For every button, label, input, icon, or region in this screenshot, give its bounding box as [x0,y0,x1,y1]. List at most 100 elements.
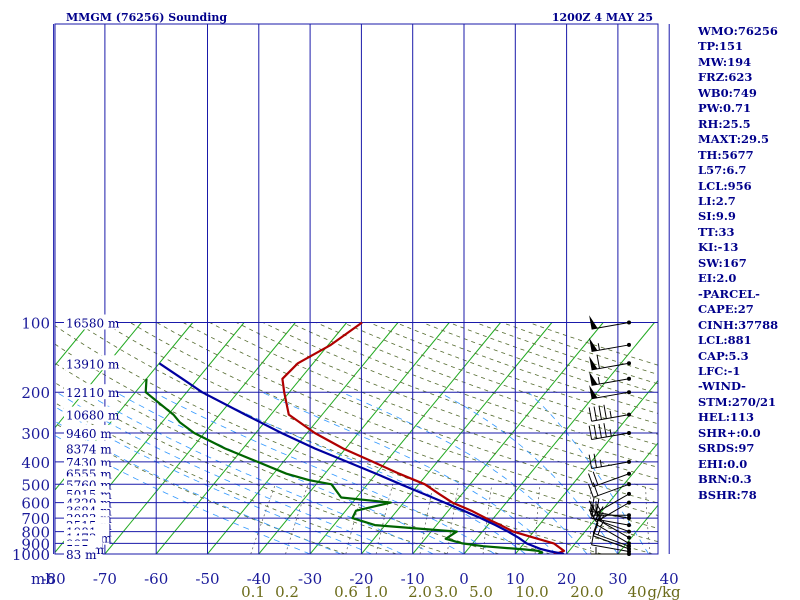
sounding-index-14: KI:-13 [698,240,739,255]
temperature-tick-label: -10 [401,570,425,588]
sounding-index-10: LCL:956 [698,178,752,193]
moist-adiabat-line [83,391,434,554]
isotherm-line [155,322,348,554]
series-line-2 [158,362,565,554]
isotherm-line [412,322,604,554]
sounding-index-12: SI:9.9 [698,209,736,224]
sounding-index-8: TH:5677 [698,147,754,162]
height-label: 83 m [66,548,97,562]
sounding-index-9: L57:6.7 [698,163,747,178]
wind-barb [588,500,631,523]
height-label: 8374 m [66,442,112,456]
sounding-index-20: LCL:881 [698,333,752,348]
wind-barb [588,482,631,498]
temperature-tick-label: 40 [660,570,679,588]
mixing-ratio-label: 0.6 [334,583,358,600]
pressure-tick-label: 600 [21,495,50,513]
mixing-ratio-label: 0.1 [241,583,265,600]
sounding-index-27: SRDS:97 [698,441,755,456]
height-label: 16580 m [66,317,120,331]
sounding-index-2: MW:194 [698,54,752,69]
sounding-index-22: LFC:-1 [698,363,741,378]
pressure-tick-label: 500 [21,476,50,494]
mixing-ratio-label: 2.0 [408,583,432,600]
isotherm-line [104,322,296,554]
height-label: 12110 m [66,386,120,400]
isotherm-line [617,504,658,554]
sounding-index-1: TP:151 [698,39,744,54]
wind-barb [588,423,631,441]
mixing-ratio-line [285,484,309,554]
sounding-index-26: SHR+:0.0 [698,425,761,440]
mixing-ratio-label: 1.0 [364,583,388,600]
sounding-index-13: TT:33 [698,224,735,239]
plot-frame [54,23,659,555]
sounding-index-6: RH:25.5 [698,116,751,131]
temperature-tick-label: -60 [144,570,168,588]
dry-adiabat-line [55,325,602,554]
pressure-tick-label: 1000 [12,546,50,564]
dry-adiabat-line [103,322,658,543]
temperature-tick-label: -80 [42,570,66,588]
mixing-ratio-label: g/kg [647,583,681,600]
temperature-tick-label: -20 [349,570,373,588]
sounding-index-23: -WIND- [698,379,746,394]
mixing-ratio-label: 0.2 [275,583,299,600]
sounding-index-16: EI:2.0 [698,271,737,286]
sounding-index-29: BRN:0.3 [698,472,752,487]
mixing-ratio-label: 5.0 [469,583,493,600]
wind-barb [588,471,631,488]
dry-adiabat-line [55,422,346,554]
temperature-tick-label: -50 [195,570,219,588]
mixing-ratio-label: 20.0 [570,583,603,600]
pressure-tick-label: 100 [21,315,50,333]
chart-datetime: 1200Z 4 MAY 25 [552,11,653,24]
temperature-tick-label: 20 [557,570,576,588]
sounding-index-3: FRZ:623 [698,70,753,85]
series-line-0 [281,321,566,554]
mixing-ratio-label: 10.0 [515,583,548,600]
dry-adiabat-line [76,322,654,554]
wind-barb [589,315,631,330]
sounding-index-25: HEL:113 [698,410,754,425]
dry-adiabat-line [55,362,500,554]
wind-barb [588,404,631,422]
moist-adiabat-line [341,391,588,554]
sounding-indices-panel: WMO:76256 TP:151 MW:194 FRZ:623 WB0:749 PW:0.… [698,24,798,503]
wind-barb [589,337,631,353]
dry-adiabat-line [55,402,397,554]
sounding-index-24: STM:270/21 [698,394,777,409]
sounding-index-30: BSHR:78 [698,487,757,502]
isotherm-line [55,322,91,367]
wind-barb [589,384,631,400]
pressure-tick-label: 900 [21,535,50,553]
moist-adiabat-line [201,391,526,554]
sounding-index-5: PW:0.71 [698,101,752,116]
sounding-index-15: SW:167 [698,255,747,270]
isotherm-line [361,322,553,554]
dry-adiabat-line [55,382,448,554]
pressure-tick-label: 300 [21,425,50,443]
sounding-index-17: -PARCEL- [698,286,760,301]
mixing-ratio-label: 3.0 [434,583,458,600]
sounding-index-7: MAXT:29.5 [698,132,769,147]
temperature-tick-label: -40 [247,570,271,588]
temperature-tick-label: -70 [93,570,117,588]
sounding-index-19: CINH:37788 [698,317,779,332]
moist-adiabat-line [153,391,496,554]
pressure-tick-label: 800 [21,524,50,542]
height-label: 9460 m [66,427,112,441]
wind-barb [592,519,631,549]
temperature-tick-label: 0 [459,570,469,588]
mixing-ratio-label: 40 [627,583,646,600]
isotherm-line [514,379,658,554]
sounding-index-28: EHI:0.0 [698,456,748,471]
isotherm-line [463,322,655,554]
sounding-index-4: WB0:749 [698,85,757,100]
dry-adiabat-line [183,322,658,504]
moist-adiabat-line [261,391,557,554]
sounding-index-0: WMO:76256 [698,24,778,38]
wind-barb [589,371,631,386]
